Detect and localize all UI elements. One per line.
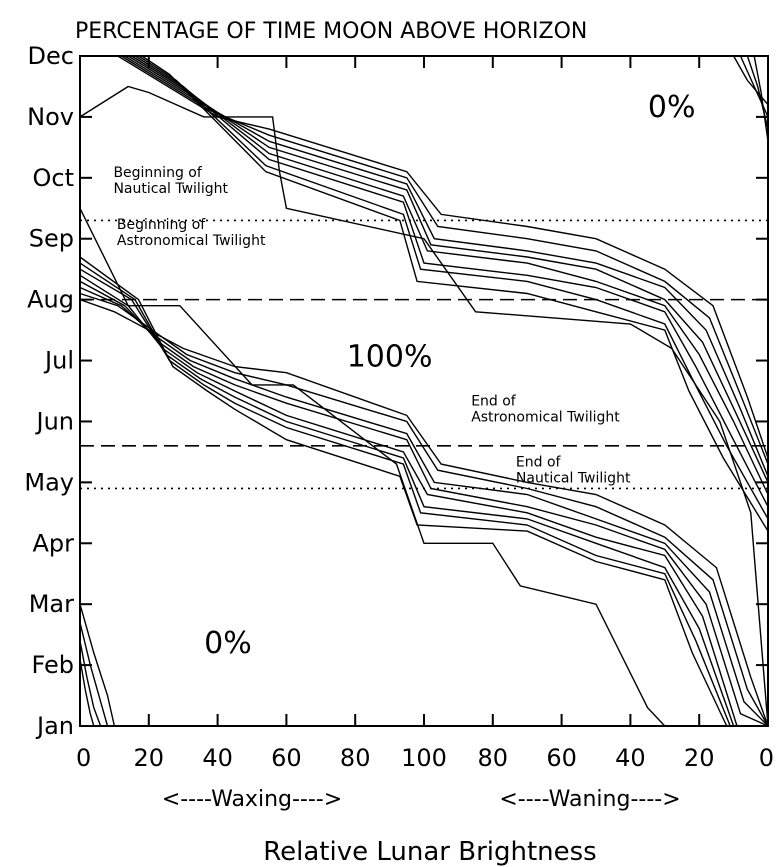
chart-title: PERCENTAGE OF TIME MOON ABOVE HORIZON — [75, 19, 587, 44]
moon-curve-lower — [79, 256, 728, 727]
moon-curve-upper — [141, 55, 769, 532]
moon-curve-upper — [117, 55, 769, 459]
annotation-line: Beginning of — [117, 217, 206, 233]
x-tick-label: 60 — [546, 744, 577, 772]
y-tick-label: Jan — [35, 712, 74, 740]
x-tick-label: 20 — [134, 744, 165, 772]
moon-curve-corner — [79, 622, 109, 727]
moon-curve-lower — [79, 207, 666, 727]
y-tick-label: Mar — [29, 590, 74, 618]
waxing-label: <----Waxing----> — [162, 787, 342, 812]
y-tick-label: Dec — [28, 42, 74, 70]
y-tick-labels: Jan Feb Mar Apr May Jun Jul Aug Sep Oct Nov Dec — [24, 42, 74, 740]
moon-curve-upper — [127, 55, 769, 483]
percentage-region-labels: 0% 100% 0% — [204, 90, 695, 661]
annotation-line: Astronomical Twilight — [471, 409, 620, 425]
annotation-line: End of — [516, 454, 562, 470]
twilight-annotation: End of Nautical Twilight — [516, 454, 631, 486]
moon-curve-lower — [79, 292, 769, 727]
annotation-line: Astronomical Twilight — [117, 233, 266, 249]
twilight-annotation: End of Astronomical Twilight — [471, 393, 620, 425]
moon-curve-corner — [79, 604, 116, 727]
moon-curve-upper — [138, 55, 769, 520]
y-tick-label: Jul — [43, 347, 74, 375]
y-tick-label: Jun — [35, 407, 75, 435]
moon-curve-corner — [79, 658, 95, 727]
y-tick-label: Sep — [29, 225, 74, 253]
x-tick-label: 60 — [271, 744, 302, 772]
x-tick-label: 100 — [401, 744, 447, 772]
moon-curve-lower — [79, 286, 769, 727]
region-percentage-label: 0% — [648, 90, 696, 125]
moon-curve-corner — [79, 640, 102, 727]
moon-curve-upper — [131, 55, 769, 495]
moon-curve-upper — [134, 55, 769, 508]
twilight-annotation: Beginning of Astronomical Twilight — [117, 217, 266, 249]
y-tick-label: Nov — [27, 103, 74, 131]
moon-curve-upper — [79, 85, 769, 727]
x-tick-label: 80 — [478, 744, 509, 772]
y-tick-label: Oct — [33, 164, 75, 192]
y-tick-label: Aug — [27, 286, 74, 314]
x-tick-label: 20 — [684, 744, 715, 772]
moon-curves — [79, 55, 769, 727]
moon-curve-lower — [79, 274, 768, 727]
x-axis-label: Relative Lunar Brightness — [263, 837, 596, 867]
annotation-line: Nautical Twilight — [516, 470, 631, 486]
region-percentage-label: 100% — [347, 340, 433, 375]
moon-curve-lower — [79, 280, 769, 727]
x-tick-label: 40 — [615, 744, 646, 772]
annotation-line: End of — [471, 393, 517, 409]
y-tick-label: Feb — [32, 651, 75, 679]
waning-label: <----Waning----> — [499, 787, 680, 812]
plot-frame — [79, 55, 769, 727]
axis-ticks — [79, 55, 769, 727]
x-tick-label: 0 — [759, 744, 774, 772]
x-tick-label: 40 — [202, 744, 233, 772]
x-tick-label: 80 — [340, 744, 371, 772]
y-tick-label: Apr — [32, 529, 74, 557]
region-percentage-label: 0% — [204, 626, 252, 661]
moon-curve-upper — [120, 55, 769, 465]
twilight-annotation: Beginning of Nautical Twilight — [113, 165, 228, 197]
annotation-line: Beginning of — [113, 165, 202, 181]
moon-curve-upper — [124, 55, 769, 477]
x-tick-labels: 0 20 40 60 80 100 80 60 40 20 0 — [76, 744, 774, 772]
moon-curve-corner — [753, 55, 769, 142]
y-tick-label: May — [24, 468, 74, 496]
x-tick-label: 0 — [76, 744, 91, 772]
annotation-line: Nautical Twilight — [113, 181, 228, 197]
moon-curve-lower — [79, 262, 731, 727]
